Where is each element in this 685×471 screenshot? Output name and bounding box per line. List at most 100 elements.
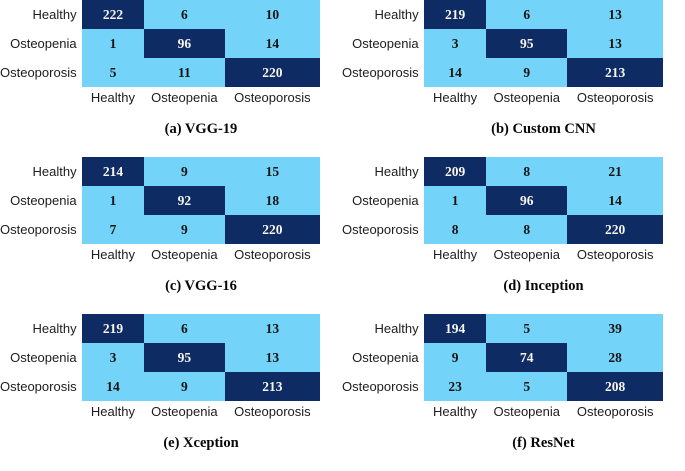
- col-label: Healthy: [90, 247, 135, 262]
- col-labels: Healthy Osteopenia Osteoporosis: [424, 244, 663, 265]
- matrix-cell: 214: [82, 157, 144, 186]
- matrix-cell: 95: [143, 343, 225, 372]
- row-label: Osteopenia: [10, 350, 77, 365]
- confusion-matrix-panel: Healthy Osteopenia Osteoporosis 222 6 10 1 96 1…: [0, 0, 342, 157]
- matrix-cell: 14: [82, 372, 144, 401]
- col-label: Osteopenia: [151, 404, 218, 419]
- matrix-cell: 9: [424, 343, 487, 372]
- matrix-cell: 222: [82, 0, 144, 29]
- panel-caption: (c) VGG-16: [165, 278, 237, 294]
- matrix-cell: 23: [424, 372, 487, 401]
- matrix-cell: 9: [143, 157, 225, 186]
- matrix-cell: 15: [224, 157, 320, 186]
- confusion-matrix-panel: Healthy Osteopenia Osteoporosis 209 8 21 1 96 1…: [342, 157, 685, 314]
- matrix-cell: 95: [486, 29, 568, 58]
- matrix-cell: 18: [224, 186, 320, 215]
- col-label: Osteopenia: [151, 90, 218, 105]
- matrix-cell: 208: [567, 372, 663, 401]
- row-label: Osteopenia: [352, 350, 419, 365]
- matrix-cell: 5: [486, 372, 568, 401]
- matrix-cell: 220: [567, 215, 663, 244]
- matrix-cell: 5: [82, 58, 144, 87]
- confusion-matrix: Healthy Osteopenia Osteoporosis 222 6 10 1 96 1…: [0, 0, 320, 87]
- panel-caption: (f) ResNet: [512, 435, 575, 451]
- matrix-cells: 222 6 10 1 96 14 5 11 220: [82, 0, 320, 87]
- col-labels: Healthy Osteopenia Osteoporosis: [82, 244, 320, 265]
- matrix-cell: 3: [82, 343, 144, 372]
- confusion-matrix-panel: Healthy Osteopenia Osteoporosis 219 6 13 3 95 1…: [0, 314, 342, 471]
- col-label: Osteopenia: [493, 404, 561, 419]
- matrix-cell: 219: [82, 314, 144, 343]
- col-label: Healthy: [433, 90, 478, 105]
- row-label: Healthy: [32, 321, 77, 336]
- row-label: Osteopenia: [10, 193, 77, 208]
- row-label: Osteoporosis: [0, 222, 77, 237]
- row-labels: Healthy Osteopenia Osteoporosis: [0, 0, 82, 87]
- matrix-cell: 13: [567, 29, 663, 58]
- col-label: Osteopenia: [493, 90, 561, 105]
- matrix-cell: 3: [424, 29, 487, 58]
- row-labels: Healthy Osteopenia Osteoporosis: [342, 0, 424, 87]
- col-label: Osteoporosis: [576, 90, 654, 105]
- matrix-cell: 13: [224, 343, 320, 372]
- matrix-cell: 213: [567, 58, 663, 87]
- matrix-cell: 1: [82, 29, 144, 58]
- confusion-matrix: Healthy Osteopenia Osteoporosis 209 8 21 1 96 1…: [342, 157, 663, 244]
- row-label: Osteoporosis: [0, 379, 77, 394]
- matrix-cell: 14: [567, 186, 663, 215]
- panel-caption: (b) Custom CNN: [491, 121, 596, 137]
- col-labels: Healthy Osteopenia Osteoporosis: [424, 401, 663, 422]
- row-label: Osteoporosis: [342, 379, 419, 394]
- matrix-cell: 6: [486, 0, 568, 29]
- row-label: Osteopenia: [10, 36, 77, 51]
- matrix-cell: 13: [567, 0, 663, 29]
- row-label: Osteoporosis: [0, 65, 77, 80]
- col-label: Osteoporosis: [234, 90, 311, 105]
- matrix-cell: 14: [224, 29, 320, 58]
- row-labels: Healthy Osteopenia Osteoporosis: [342, 157, 424, 244]
- confusion-matrix: Healthy Osteopenia Osteoporosis 194 5 39 9 74 2…: [342, 314, 663, 401]
- matrix-cell: 6: [143, 0, 225, 29]
- matrix-cells: 214 9 15 1 92 18 7 9 220: [82, 157, 320, 244]
- matrix-cell: 96: [143, 29, 225, 58]
- row-label: Osteoporosis: [342, 222, 419, 237]
- panel-caption: (e) Xception: [163, 435, 239, 451]
- col-label: Osteopenia: [151, 247, 218, 262]
- matrix-cell: 8: [486, 157, 568, 186]
- matrix-cell: 28: [567, 343, 663, 372]
- matrix-cell: 209: [424, 157, 487, 186]
- row-label: Healthy: [374, 164, 419, 179]
- matrix-cell: 5: [486, 314, 568, 343]
- row-label: Healthy: [374, 7, 419, 22]
- col-label: Osteopenia: [493, 247, 561, 262]
- row-label: Healthy: [32, 164, 77, 179]
- col-label: Healthy: [90, 404, 135, 419]
- col-label: Healthy: [433, 247, 478, 262]
- matrix-cell: 9: [143, 215, 225, 244]
- matrix-cells: 209 8 21 1 96 14 8 8 220: [424, 157, 663, 244]
- matrix-cell: 220: [224, 215, 320, 244]
- row-labels: Healthy Osteopenia Osteoporosis: [342, 314, 424, 401]
- matrix-cells: 219 6 13 3 95 13 14 9 213: [424, 0, 663, 87]
- matrix-cells: 194 5 39 9 74 28 23 5 208: [424, 314, 663, 401]
- col-label: Healthy: [90, 90, 135, 105]
- matrix-cell: 39: [567, 314, 663, 343]
- confusion-matrix: Healthy Osteopenia Osteoporosis 214 9 15 1 92 1…: [0, 157, 320, 244]
- matrix-cell: 9: [143, 372, 225, 401]
- matrix-cell: 213: [224, 372, 320, 401]
- matrix-cell: 220: [224, 58, 320, 87]
- matrix-cell: 96: [486, 186, 568, 215]
- matrix-cell: 219: [424, 0, 487, 29]
- col-label: Osteoporosis: [576, 247, 654, 262]
- confusion-matrix-panel: Healthy Osteopenia Osteoporosis 219 6 13 3 95 1…: [342, 0, 685, 157]
- panel-caption: (a) VGG-19: [164, 121, 238, 137]
- matrix-cell: 194: [424, 314, 487, 343]
- matrix-cell: 9: [486, 58, 568, 87]
- matrix-cell: 11: [143, 58, 225, 87]
- row-label: Healthy: [374, 321, 419, 336]
- col-label: Osteoporosis: [234, 404, 311, 419]
- matrix-cell: 7: [82, 215, 144, 244]
- col-labels: Healthy Osteopenia Osteoporosis: [82, 87, 320, 108]
- matrix-cell: 1: [82, 186, 144, 215]
- matrix-cells: 219 6 13 3 95 13 14 9 213: [82, 314, 320, 401]
